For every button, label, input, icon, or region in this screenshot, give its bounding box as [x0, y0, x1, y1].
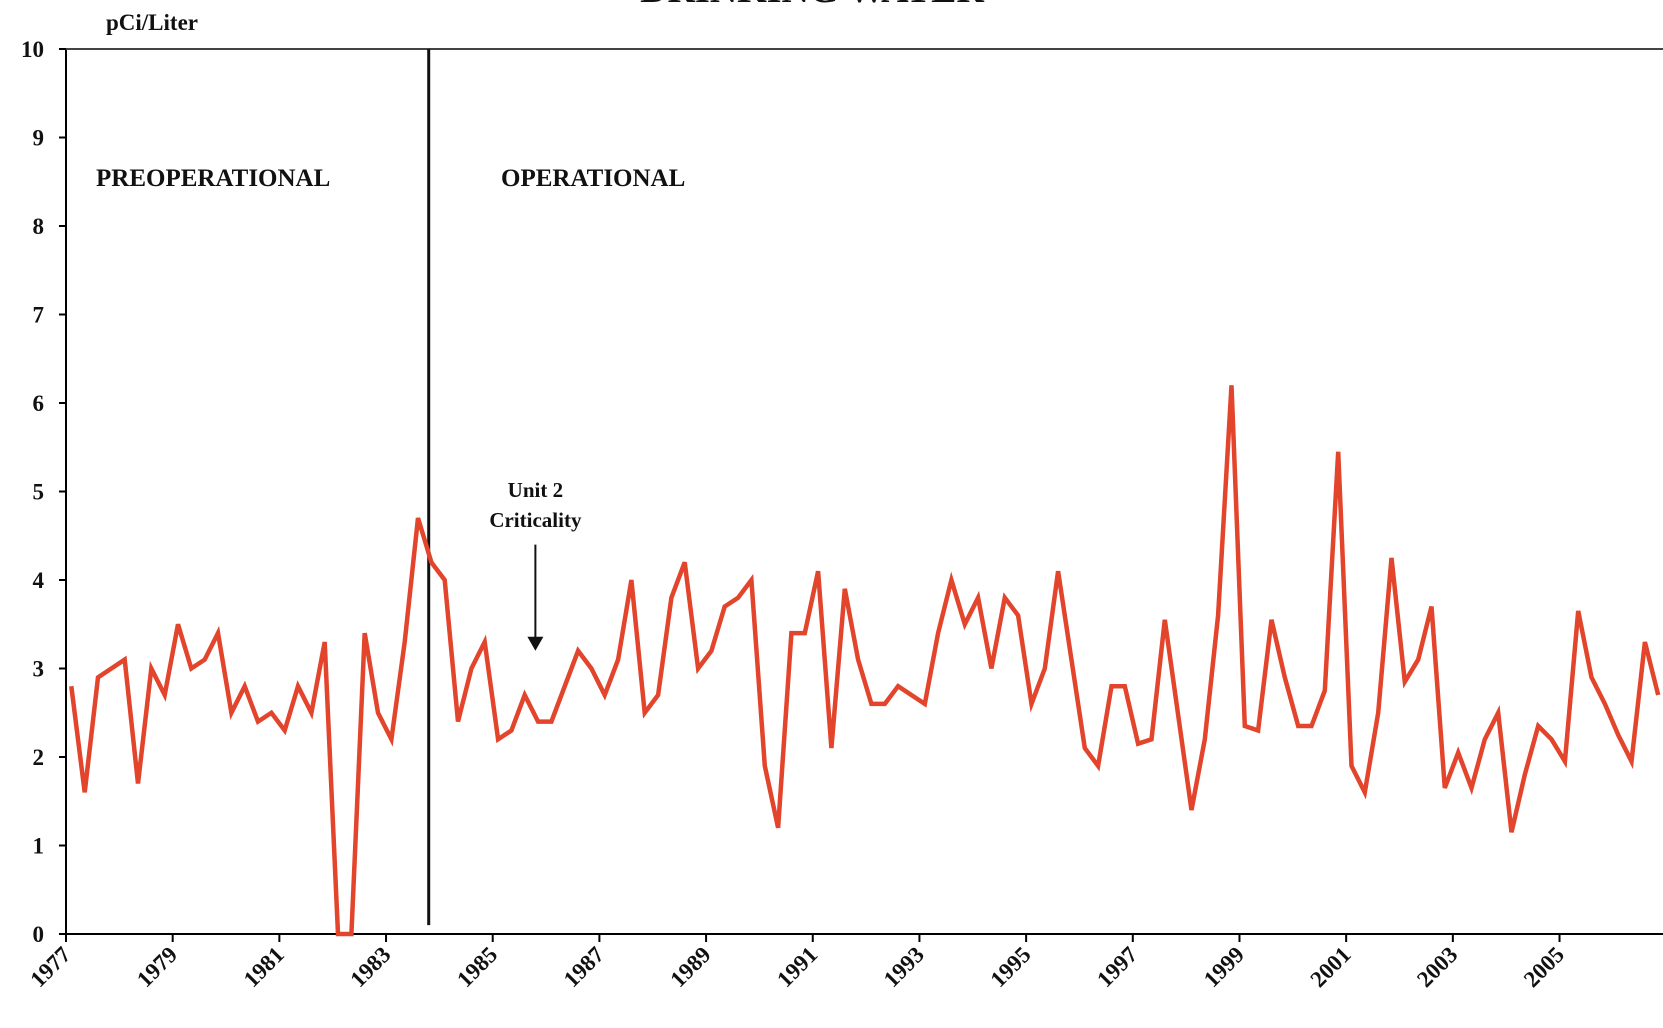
annotation-text: Criticality [489, 508, 582, 532]
x-tick-label: 2001 [1305, 942, 1355, 992]
y-tick-label: 10 [21, 37, 44, 62]
y-tick-label: 5 [33, 480, 45, 505]
phase-label: PREOPERATIONAL [96, 165, 330, 192]
y-tick-label: 9 [33, 126, 45, 151]
x-tick-label: 2005 [1519, 942, 1569, 992]
x-tick-label: 1983 [345, 942, 395, 992]
x-tick-label: 1993 [879, 942, 929, 992]
data-line [69, 385, 1661, 937]
annotation-text: Unit 2 [508, 478, 563, 502]
y-tick-label: 3 [33, 657, 45, 682]
y-tick-label: 1 [33, 834, 45, 859]
x-tick-label: 1999 [1199, 942, 1249, 992]
y-tick-label: 7 [33, 303, 45, 328]
x-tick-label: 1997 [1092, 942, 1142, 992]
x-tick-label: 1991 [772, 942, 822, 992]
x-tick-label: 1987 [559, 942, 609, 992]
x-tick-label: 2003 [1412, 942, 1462, 992]
y-tick-label: 2 [33, 745, 45, 770]
x-tick-label: 1977 [25, 942, 75, 992]
x-tick-label: 1989 [665, 942, 715, 992]
y-tick-label: 6 [33, 391, 45, 416]
y-tick-label: 8 [33, 214, 45, 239]
x-tick-label: 1981 [239, 942, 289, 992]
arrow-head [527, 636, 544, 651]
y-tick-label: 0 [33, 922, 45, 947]
phase-label: OPERATIONAL [501, 165, 685, 192]
y-axis-label: pCi/Liter [106, 10, 198, 35]
x-tick-label: 1979 [132, 942, 182, 992]
x-tick-label: 1985 [452, 942, 502, 992]
x-tick-label: 1995 [985, 942, 1035, 992]
chart-title: DRINKING WATER [640, 0, 984, 11]
y-tick-label: 4 [33, 568, 45, 593]
